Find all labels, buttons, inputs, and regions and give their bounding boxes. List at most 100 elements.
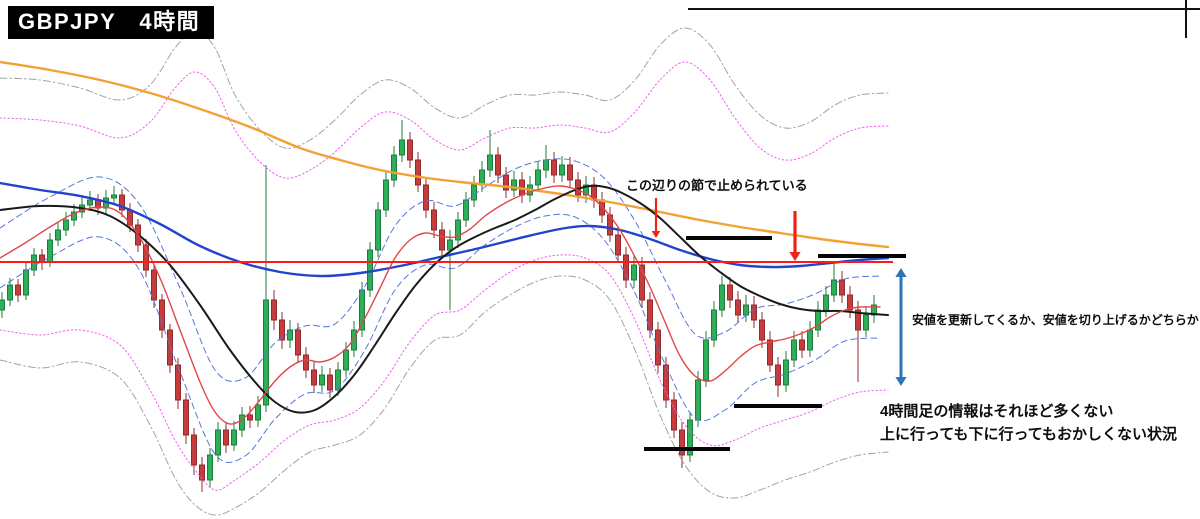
candle-down bbox=[495, 154, 501, 176]
candle-down bbox=[151, 269, 157, 301]
candle-up bbox=[543, 159, 549, 171]
band-blue-upper bbox=[0, 158, 881, 382]
candle-up bbox=[55, 229, 61, 241]
arrowhead bbox=[895, 377, 907, 386]
candle-up bbox=[463, 199, 469, 221]
candle-up bbox=[831, 279, 837, 296]
candle-down bbox=[679, 429, 685, 456]
candle-down bbox=[623, 254, 629, 281]
candle-down bbox=[663, 364, 669, 401]
candle-up bbox=[319, 374, 325, 386]
candle-down bbox=[423, 184, 429, 211]
candle-down bbox=[855, 309, 861, 331]
candle-down bbox=[407, 139, 413, 161]
candle-down bbox=[303, 354, 309, 371]
candle-down bbox=[311, 369, 317, 386]
candle-up bbox=[783, 359, 789, 386]
candle-up bbox=[351, 329, 357, 351]
candle-down bbox=[751, 304, 757, 321]
candle-down bbox=[119, 194, 125, 211]
candle-up bbox=[343, 349, 349, 371]
candle-down bbox=[431, 209, 437, 231]
band-magenta-upper bbox=[0, 61, 889, 179]
candle-up bbox=[71, 211, 77, 221]
candle-down bbox=[415, 159, 421, 186]
candle-up bbox=[631, 264, 637, 281]
candle-down bbox=[279, 319, 285, 341]
candle-down bbox=[143, 244, 149, 271]
candle-down bbox=[295, 329, 301, 356]
candle-down bbox=[223, 429, 229, 446]
ma-orange bbox=[0, 60, 890, 249]
candle-up bbox=[87, 199, 93, 206]
candle-up bbox=[0, 299, 5, 311]
candle-up bbox=[391, 154, 397, 181]
candle-up bbox=[583, 184, 589, 196]
candle-down bbox=[615, 234, 621, 256]
candle-down bbox=[247, 414, 253, 421]
candle-down bbox=[39, 254, 45, 263]
candle-down bbox=[191, 434, 197, 466]
ma-blue bbox=[0, 181, 890, 278]
candle-down bbox=[167, 329, 173, 366]
indicator-lines-layer bbox=[0, 27, 890, 516]
candle-up bbox=[447, 239, 453, 251]
annotation-note-bottom-line1: 4時間足の情報はそれほど多くない bbox=[880, 403, 1114, 420]
arrowhead bbox=[651, 231, 661, 238]
symbol-title: GBPJPY 4時間 bbox=[8, 6, 215, 39]
candle-down bbox=[839, 279, 845, 296]
candle-up bbox=[695, 379, 701, 421]
candle-down bbox=[439, 229, 445, 251]
candle-down bbox=[551, 159, 557, 176]
candle-down bbox=[199, 464, 205, 481]
candle-up bbox=[719, 284, 725, 311]
candle-up bbox=[823, 294, 829, 311]
candle-up bbox=[23, 269, 29, 296]
ma-black bbox=[0, 184, 889, 414]
candle-down bbox=[775, 364, 781, 386]
annotation-note-top: この辺りの節で止められている bbox=[626, 178, 808, 193]
candle-up bbox=[687, 419, 693, 456]
candle-up bbox=[703, 339, 709, 381]
candle-up bbox=[63, 219, 69, 231]
annotation-note-bottom-line2: 上に行っても下に行ってもおかしくない状況 bbox=[880, 426, 1178, 443]
candle-up bbox=[399, 139, 405, 156]
candle-up bbox=[743, 304, 749, 316]
candle-up bbox=[455, 219, 461, 241]
candle-down bbox=[271, 299, 277, 321]
candle-up bbox=[383, 179, 389, 211]
candle-down bbox=[647, 299, 653, 331]
annotation-note-bottom: 4時間足の情報はそれほど多くない 上に行っても下に行ってもおかしくない状況 bbox=[880, 400, 1177, 446]
band-blue-lower bbox=[0, 213, 881, 463]
candle-up bbox=[287, 329, 293, 341]
arrowhead bbox=[895, 268, 907, 277]
candle-up bbox=[791, 339, 797, 361]
candle-up bbox=[479, 169, 485, 186]
candle-up bbox=[111, 194, 117, 199]
candle-up bbox=[207, 454, 213, 481]
candle-up bbox=[487, 154, 493, 171]
candle-up bbox=[471, 184, 477, 201]
candle-up bbox=[367, 249, 373, 291]
candle-down bbox=[327, 374, 333, 391]
candle-down bbox=[175, 364, 181, 401]
candle-down bbox=[847, 294, 853, 311]
candle-up bbox=[47, 239, 53, 263]
candle-down bbox=[727, 284, 733, 301]
band-gray-lower bbox=[0, 275, 889, 516]
candle-up bbox=[215, 429, 221, 456]
ma-red bbox=[0, 185, 881, 425]
candle-down bbox=[671, 399, 677, 431]
candle-down bbox=[767, 339, 773, 366]
candle-down bbox=[735, 299, 741, 316]
candles-layer bbox=[0, 120, 877, 492]
candle-up bbox=[807, 329, 813, 351]
candle-up bbox=[711, 309, 717, 341]
annotation-note-right: 安値を更新してくるか、安値を切り上げるかどちらか bbox=[912, 313, 1199, 327]
arrowhead bbox=[789, 252, 801, 261]
candle-up bbox=[375, 209, 381, 251]
candle-down bbox=[159, 299, 165, 331]
candle-up bbox=[559, 164, 565, 176]
